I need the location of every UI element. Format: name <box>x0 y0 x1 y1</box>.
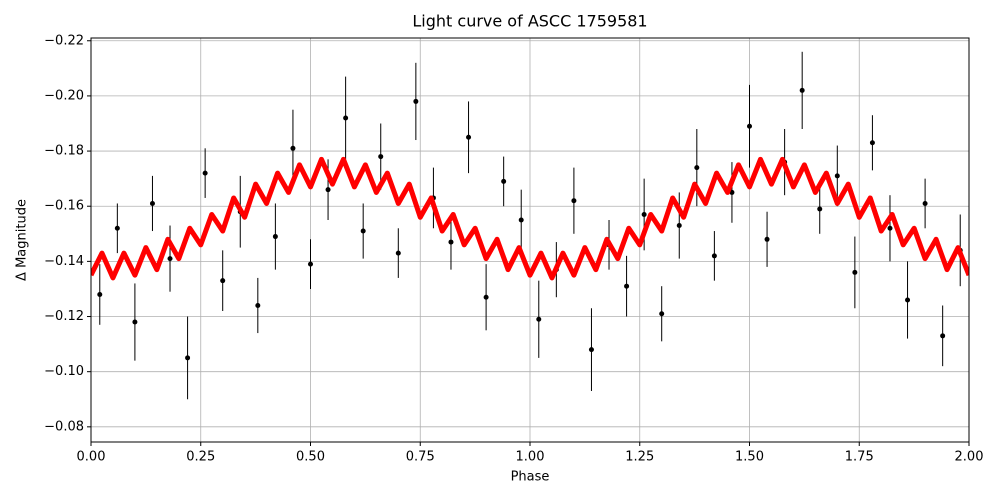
data-point <box>518 217 524 223</box>
data-point <box>97 291 103 297</box>
plot-frame <box>90 37 970 443</box>
data-point <box>852 269 858 275</box>
x-tick-label: 1.00 <box>516 450 545 465</box>
data-point <box>378 154 384 160</box>
data-point <box>887 225 893 231</box>
data-point <box>834 173 840 179</box>
y-tick-label: −0.20 <box>44 88 84 103</box>
x-tick-label: 0.75 <box>406 450 435 465</box>
y-tick-label: −0.08 <box>44 419 84 434</box>
data-point <box>360 228 366 234</box>
x-tick-label: 1.75 <box>845 450 874 465</box>
data-point <box>694 165 700 171</box>
data-point <box>290 145 296 151</box>
data-point <box>448 239 454 245</box>
data-point <box>167 256 173 262</box>
y-tick-label: −0.10 <box>44 364 84 379</box>
data-point <box>659 311 665 317</box>
model-line <box>91 156 969 281</box>
data-point <box>764 236 770 242</box>
x-tick-label: 0.25 <box>186 450 215 465</box>
data-point <box>905 297 911 303</box>
x-tick-label: 2.00 <box>955 450 984 465</box>
data-point <box>343 115 349 121</box>
data-point <box>922 200 928 206</box>
x-tick-label: 0.50 <box>296 450 325 465</box>
data-point <box>940 333 946 339</box>
y-tick-label: −0.12 <box>44 309 84 324</box>
data-point <box>466 134 472 140</box>
data-point <box>571 198 577 204</box>
x-tick-label: 1.50 <box>735 450 764 465</box>
data-point <box>588 347 594 353</box>
x-tick-label: 1.25 <box>625 450 654 465</box>
y-tick-label: −0.18 <box>44 144 84 159</box>
data-point <box>149 200 155 206</box>
data-point <box>272 234 278 240</box>
data-point <box>325 187 331 193</box>
data-point <box>869 140 875 146</box>
data-point <box>501 178 507 184</box>
y-tick-label: −0.22 <box>44 33 84 48</box>
data-point <box>747 123 752 129</box>
y-tick-label: −0.16 <box>44 199 84 214</box>
data-point <box>413 98 419 104</box>
data-point <box>711 253 717 259</box>
data-point <box>641 211 647 217</box>
data-point <box>676 223 682 229</box>
y-axis-label: Δ Magnitude <box>15 199 30 281</box>
data-point <box>308 261 313 267</box>
data-point <box>483 294 489 300</box>
y-tick-label: −0.14 <box>44 254 84 269</box>
data-point <box>185 355 191 361</box>
data-point <box>202 170 208 176</box>
chart-title: Light curve of ASCC 1759581 <box>412 12 647 31</box>
data-point <box>536 316 542 322</box>
data-point <box>114 225 120 231</box>
x-tick-label: 0.00 <box>77 450 106 465</box>
data-point <box>817 206 823 212</box>
data-point <box>220 278 226 284</box>
x-axis-label: Phase <box>511 470 550 485</box>
data-point <box>255 302 261 308</box>
data-point <box>132 319 138 325</box>
data-point <box>799 87 805 93</box>
data-point <box>395 250 401 256</box>
data-point <box>624 283 630 289</box>
